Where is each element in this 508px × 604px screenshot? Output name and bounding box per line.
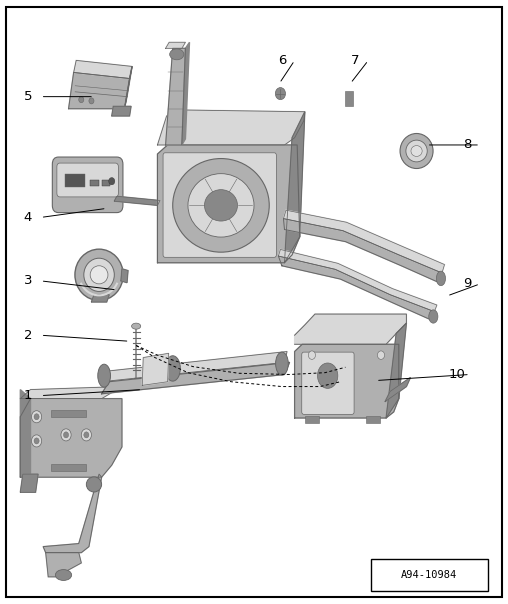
Ellipse shape [86,477,102,492]
Ellipse shape [90,266,108,284]
Polygon shape [43,474,102,553]
Polygon shape [20,474,38,492]
Ellipse shape [165,356,180,381]
Polygon shape [278,256,434,321]
Polygon shape [102,352,287,382]
Text: 1: 1 [24,389,32,402]
Polygon shape [166,42,185,48]
Ellipse shape [318,363,338,388]
Text: 4: 4 [24,211,32,224]
Ellipse shape [98,364,111,387]
Polygon shape [124,66,132,109]
FancyBboxPatch shape [57,163,118,197]
Ellipse shape [170,49,184,60]
FancyBboxPatch shape [52,157,123,213]
Polygon shape [386,323,406,418]
Bar [90,180,99,186]
Circle shape [31,435,42,447]
Polygon shape [157,110,305,145]
Circle shape [61,429,71,441]
Polygon shape [112,106,131,116]
Bar [102,180,110,186]
Polygon shape [278,249,437,312]
Circle shape [64,432,69,438]
Circle shape [81,429,91,441]
Polygon shape [46,553,81,577]
Text: 6: 6 [278,54,286,67]
Ellipse shape [436,271,446,286]
Ellipse shape [411,146,422,156]
Ellipse shape [429,310,438,323]
Text: 5: 5 [24,90,32,103]
Ellipse shape [55,570,72,580]
Text: 10: 10 [449,368,466,381]
Circle shape [84,432,89,438]
Polygon shape [74,60,132,79]
Polygon shape [385,378,410,402]
Polygon shape [283,219,442,284]
Polygon shape [142,353,169,385]
Bar [51,464,86,471]
Circle shape [34,414,39,420]
Polygon shape [295,314,406,344]
Circle shape [308,351,315,359]
Text: 9: 9 [463,277,471,291]
Polygon shape [121,269,128,283]
Bar [65,174,85,187]
Text: 8: 8 [463,138,471,152]
Ellipse shape [188,174,254,237]
Polygon shape [295,344,399,418]
Polygon shape [20,382,122,399]
Polygon shape [20,399,122,477]
FancyBboxPatch shape [302,352,354,414]
Circle shape [275,88,285,100]
Bar [366,416,380,423]
Bar [51,410,86,417]
Polygon shape [69,72,130,109]
Circle shape [31,411,42,423]
Ellipse shape [132,323,141,329]
Ellipse shape [406,140,427,162]
Bar [371,559,488,591]
Ellipse shape [75,249,123,301]
Text: 2: 2 [24,329,32,342]
Polygon shape [182,42,189,145]
Circle shape [34,438,39,444]
Text: 7: 7 [352,54,360,67]
Text: 3: 3 [24,274,32,288]
Circle shape [79,97,84,103]
Circle shape [109,178,115,185]
Ellipse shape [275,352,289,375]
Polygon shape [20,390,30,477]
Bar [345,91,353,106]
FancyBboxPatch shape [163,153,276,257]
Text: A94-10984: A94-10984 [401,570,457,580]
Polygon shape [284,112,305,263]
Circle shape [377,351,385,359]
Polygon shape [157,145,300,263]
Ellipse shape [173,158,269,252]
Ellipse shape [400,133,433,169]
Bar [305,416,319,423]
Ellipse shape [204,190,237,221]
Polygon shape [102,362,290,394]
Polygon shape [166,48,185,145]
Polygon shape [114,196,160,205]
Circle shape [89,98,94,104]
Polygon shape [283,210,444,273]
Polygon shape [91,295,109,302]
Ellipse shape [84,259,114,292]
